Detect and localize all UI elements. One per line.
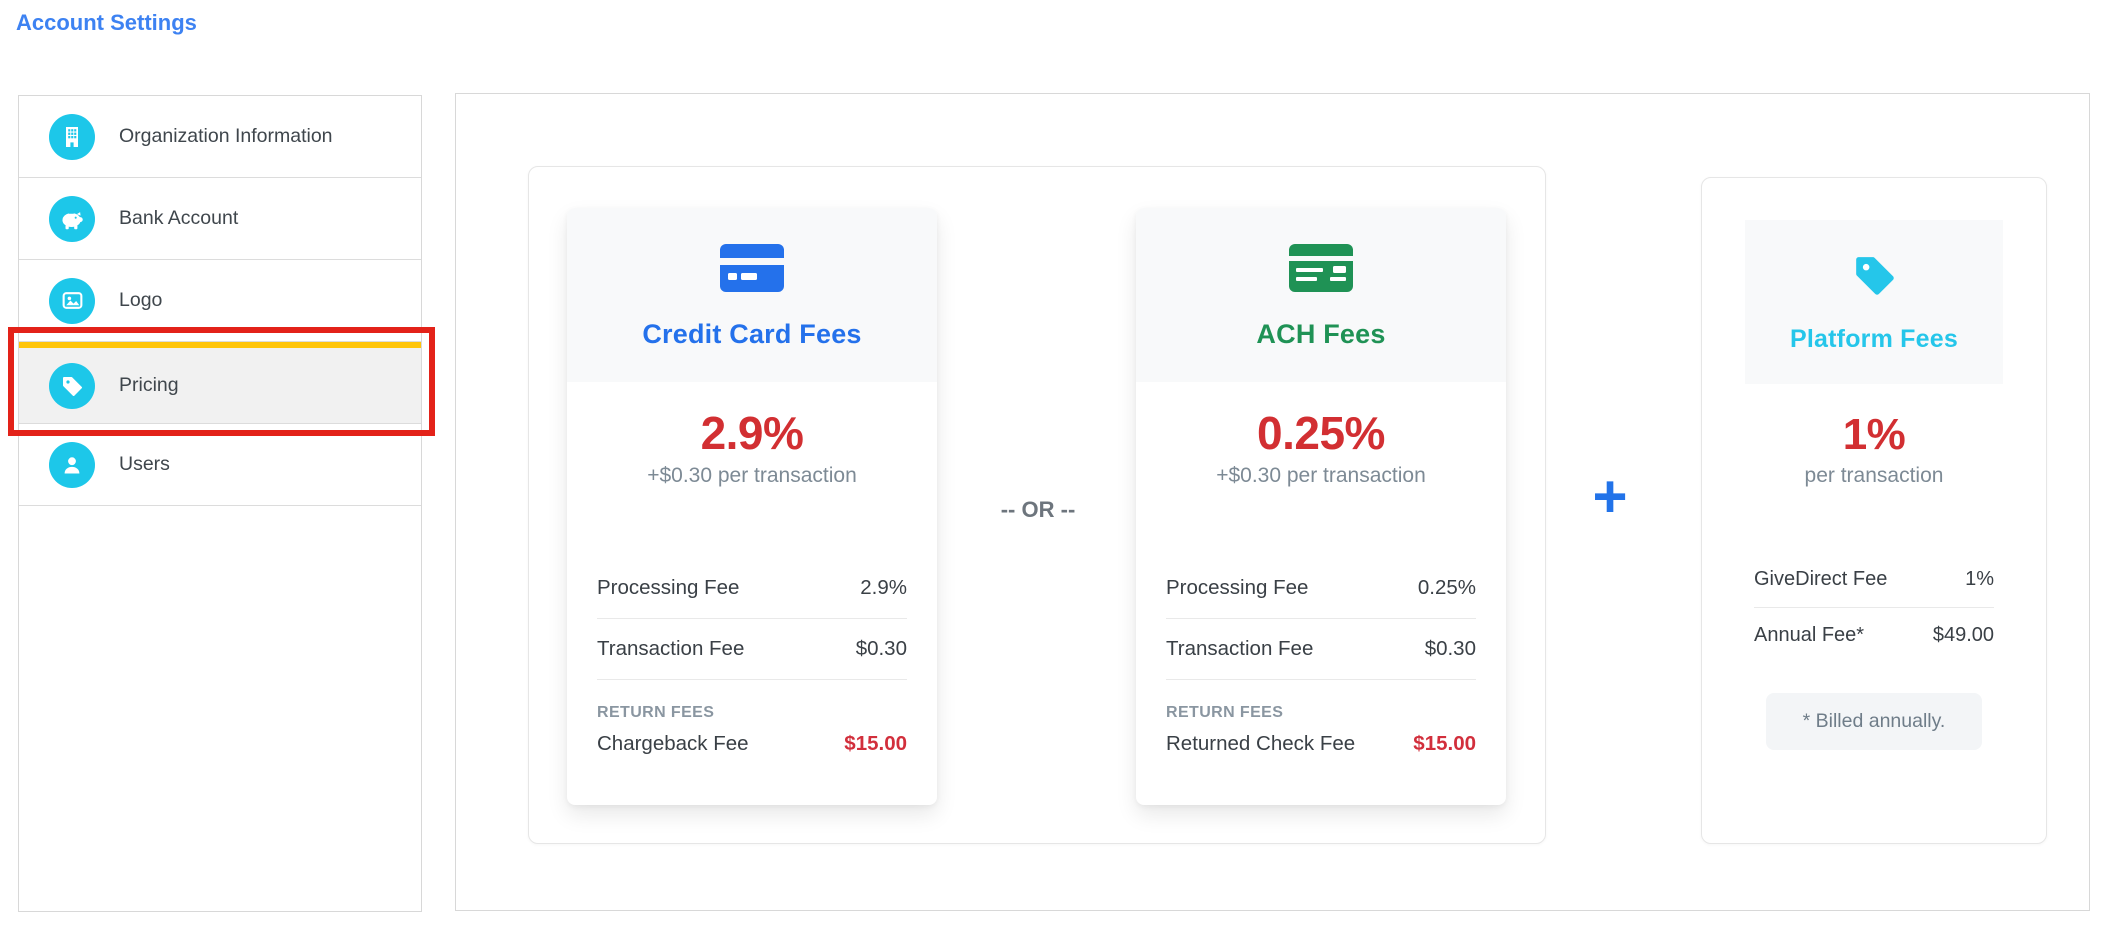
credit-card-fees-title: Credit Card Fees [642, 319, 862, 349]
credit-card-fees-header: Credit Card Fees [567, 208, 937, 382]
fee-row-transaction: Transaction Fee $0.30 [1166, 619, 1476, 680]
fee-row-transaction: Transaction Fee $0.30 [597, 619, 907, 680]
ach-rate-note: +$0.30 per transaction [1216, 464, 1426, 487]
return-fees-heading: RETURN FEES [597, 704, 715, 721]
credit-card-fees-body: 2.9% +$0.30 per transaction Processing F… [567, 382, 937, 774]
sidebar-item-logo[interactable]: Logo [19, 260, 421, 342]
platform-rate: 1% [1842, 410, 1906, 459]
fee-row-processing: Processing Fee 0.25% [1166, 558, 1476, 619]
tag-icon [1856, 257, 1894, 295]
sidebar-item-users[interactable]: Users [19, 424, 421, 506]
sidebar-item-label: Organization Information [119, 125, 333, 147]
fee-label: Processing Fee [597, 576, 740, 599]
plus-icon: + [1592, 463, 1628, 530]
fee-value: $49.00 [1932, 624, 1994, 646]
fee-value: 1% [1965, 568, 1994, 590]
fee-value: $0.30 [855, 637, 907, 660]
sidebar-item-label: Logo [119, 289, 163, 311]
ach-fees-header: ACH Fees [1136, 208, 1506, 382]
credit-card-icon [720, 244, 784, 292]
platform-fees-card: Platform Fees 1% per transaction GiveDir… [1701, 177, 2047, 844]
fee-value: 2.9% [860, 576, 907, 599]
check-icon [1289, 244, 1353, 292]
platform-fees-header: Platform Fees [1745, 220, 2003, 384]
fee-label: Chargeback Fee [597, 732, 749, 755]
piggy-bank-icon [49, 195, 95, 242]
credit-card-rate: 2.9% [700, 407, 804, 459]
fee-label: Returned Check Fee [1166, 732, 1356, 755]
ach-rate: 0.25% [1257, 407, 1385, 459]
fee-label: Transaction Fee [1166, 637, 1314, 660]
sidebar-item-label: Pricing [119, 374, 179, 396]
page-title: Account Settings [16, 10, 197, 35]
credit-card-rate-note: +$0.30 per transaction [647, 464, 857, 487]
platform-rate-note: per transaction [1804, 464, 1944, 487]
ach-fees-body: 0.25% +$0.30 per transaction Processing … [1136, 382, 1506, 774]
fee-row-processing: Processing Fee 2.9% [597, 558, 907, 619]
pricing-panel: Credit Card Fees 2.9% +$0.30 per transac… [455, 93, 2090, 911]
billed-annually-note: * Billed annually. [1766, 693, 1982, 750]
fee-label: Annual Fee* [1754, 624, 1865, 646]
processing-fees-card: Credit Card Fees 2.9% +$0.30 per transac… [528, 166, 1546, 844]
sidebar-item-pricing[interactable]: Pricing [19, 342, 421, 424]
ach-fee-rows: Processing Fee 0.25% Transaction Fee $0.… [1166, 558, 1476, 774]
fee-label: GiveDirect Fee [1754, 568, 1888, 590]
or-separator: -- OR -- [1000, 497, 1076, 522]
fee-value: $15.00 [1413, 732, 1476, 755]
sidebar-item-bank-account[interactable]: Bank Account [19, 178, 421, 260]
sidebar-item-label: Bank Account [119, 207, 239, 229]
fee-row-chargeback: Chargeback Fee $15.00 [597, 722, 907, 774]
platform-fee-rows: GiveDirect Fee 1% Annual Fee* $49.00 [1754, 552, 1994, 663]
sidebar-item-organization-information[interactable]: Organization Information [19, 96, 421, 178]
user-icon [49, 441, 95, 488]
fee-value: $0.30 [1424, 637, 1476, 660]
ach-fees-title: ACH Fees [1256, 319, 1386, 349]
fee-label: Processing Fee [1166, 576, 1309, 599]
credit-card-fees-card: Credit Card Fees 2.9% +$0.30 per transac… [567, 208, 937, 805]
platform-fees-title: Platform Fees [1790, 325, 1958, 353]
fee-value: 0.25% [1417, 576, 1476, 599]
image-icon [49, 277, 95, 324]
settings-sidebar: Organization Information Bank Account Lo [18, 95, 422, 912]
fee-row-annual: Annual Fee* $49.00 [1754, 608, 1994, 663]
credit-card-fee-rows: Processing Fee 2.9% Transaction Fee $0.3… [597, 558, 907, 774]
sidebar-item-label: Users [119, 453, 170, 475]
building-icon [49, 113, 95, 160]
fee-value: $15.00 [844, 732, 907, 755]
ach-fees-card: ACH Fees 0.25% +$0.30 per transaction Pr… [1136, 208, 1506, 805]
platform-fees-body: 1% per transaction GiveDirect Fee 1% Ann… [1702, 384, 2046, 750]
fee-label: Transaction Fee [597, 637, 745, 660]
fee-row-returned-check: Returned Check Fee $15.00 [1166, 722, 1476, 774]
tag-icon [49, 362, 95, 409]
return-fees-heading: RETURN FEES [1166, 704, 1284, 721]
fee-row-givedirect: GiveDirect Fee 1% [1754, 552, 1994, 608]
